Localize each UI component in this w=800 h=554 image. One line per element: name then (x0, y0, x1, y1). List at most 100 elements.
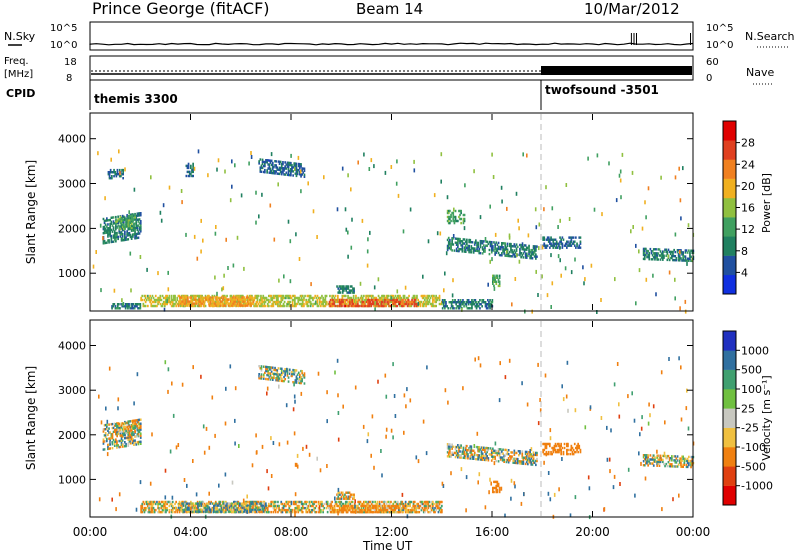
heatmap-cell (361, 304, 364, 308)
heatmap-cell (414, 302, 417, 306)
heatmap-cell (341, 291, 344, 294)
heatmap-cell (450, 219, 452, 223)
heatmap-cell (428, 510, 431, 514)
heatmap-cell (109, 437, 111, 440)
heatmap-cell (439, 508, 442, 512)
heatmap-cell (109, 222, 111, 226)
heatmap-cell (339, 510, 341, 514)
heatmap-cell (286, 161, 289, 164)
heatmap-cell (475, 239, 477, 242)
heatmap-cell (463, 246, 466, 249)
heatmap-cell (314, 300, 317, 305)
heatmap-cell (188, 302, 190, 305)
heatmap-cell (314, 506, 317, 510)
heatmap-cell (128, 220, 131, 224)
heatmap-cell (200, 249, 202, 254)
heatmap-cell (652, 252, 655, 255)
heatmap-cell (270, 163, 273, 167)
heatmap-cell (330, 304, 333, 308)
heatmap-cell (341, 304, 343, 308)
heatmap-cell (260, 377, 263, 380)
heatmap-cell (432, 506, 434, 510)
heatmap-cell (516, 457, 519, 461)
heatmap-cell (488, 248, 491, 252)
heatmap-cell (329, 502, 331, 506)
heatmap-cell (231, 304, 233, 307)
heatmap-cell (672, 252, 674, 256)
heatmap-cell (513, 243, 516, 246)
heatmap-cell (483, 458, 485, 461)
heatmap-cell (492, 278, 494, 281)
heatmap-cell (118, 303, 120, 306)
heatmap-cell (370, 500, 373, 504)
heatmap-cell (493, 274, 495, 277)
heatmap-cell (530, 461, 533, 464)
heatmap-cell (449, 455, 451, 458)
heatmap-cell (545, 238, 548, 241)
heatmap-cell (192, 508, 195, 511)
heatmap-cell (525, 452, 528, 456)
heatmap-cell (509, 254, 511, 258)
heatmap-cell (143, 508, 146, 512)
heatmap-cell (464, 452, 467, 456)
heatmap-cell (126, 223, 129, 226)
heatmap-cell (206, 502, 208, 505)
heatmap-cell (320, 296, 322, 300)
heatmap-cell (107, 173, 110, 176)
heatmap-cell (451, 249, 453, 252)
heatmap-cell (284, 161, 286, 164)
heatmap-cell (680, 249, 682, 252)
heatmap-cell (117, 432, 120, 436)
heatmap-cell (421, 302, 424, 306)
heatmap-cell (440, 152, 443, 157)
heatmap-cell (295, 302, 297, 306)
heatmap-cell (648, 253, 651, 257)
heatmap-cell (242, 296, 245, 299)
heatmap-cell (666, 252, 669, 255)
heatmap-cell (199, 502, 202, 505)
heatmap-cell (299, 500, 302, 504)
heatmap-cell (496, 274, 499, 277)
heatmap-cell (256, 300, 259, 304)
heatmap-cell (331, 294, 333, 298)
heatmap-cell (487, 282, 489, 287)
heatmap-cell (237, 506, 240, 510)
heatmap-cell (445, 251, 448, 256)
heatmap-cell (102, 240, 105, 243)
heatmap-cell (473, 169, 475, 174)
heatmap-cell (461, 450, 464, 453)
heatmap-cell (112, 438, 115, 442)
heatmap-cell (359, 510, 361, 514)
heatmap-cell (452, 453, 455, 456)
heatmap-cell (310, 282, 312, 287)
heatmap-cell (282, 161, 284, 164)
heatmap-cell (527, 254, 529, 257)
heatmap-cell (569, 236, 572, 239)
heatmap-cell (446, 215, 449, 219)
heatmap-cell (492, 451, 494, 454)
heatmap-cell (387, 504, 390, 508)
heatmap-cell (453, 219, 456, 223)
heatmap-cell (182, 502, 185, 505)
heatmap-cell (228, 302, 231, 305)
heatmap-cell (152, 510, 155, 514)
heatmap-cell (454, 237, 457, 240)
heatmap-cell (171, 506, 174, 510)
heatmap-cell (290, 168, 292, 171)
heatmap-cell (429, 510, 432, 514)
heatmap-cell (283, 173, 285, 176)
heatmap-cell (139, 426, 142, 429)
heatmap-cell (477, 305, 480, 308)
heatmap-cell (131, 429, 133, 432)
heatmap-cell (504, 246, 507, 249)
heatmap-cell (208, 304, 211, 307)
heatmap-cell (261, 506, 264, 509)
heatmap-cell (454, 209, 457, 213)
heatmap-cell (388, 506, 391, 510)
heatmap-cell (268, 159, 271, 162)
heatmap-cell (497, 448, 500, 451)
nsky-series-line (89, 42, 694, 46)
heatmap-cell (291, 300, 294, 304)
heatmap-cell (326, 504, 329, 508)
heatmap-cell (111, 177, 113, 180)
